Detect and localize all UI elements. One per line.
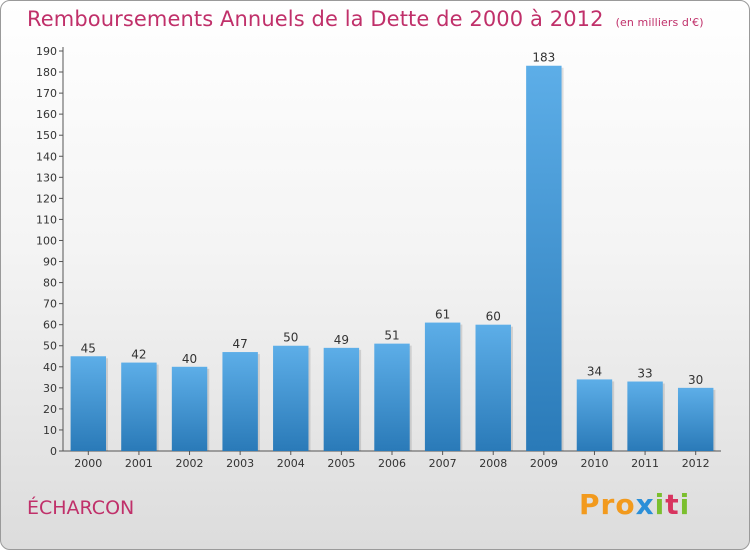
y-tick-label: 80 [43,277,57,290]
data-label: 51 [384,329,399,343]
y-tick-label: 160 [36,108,57,121]
bar-2008 [475,324,511,451]
x-tick-label: 2009 [530,457,558,470]
y-tick-label: 120 [36,192,57,205]
data-label: 47 [233,337,248,351]
logo-letter: P [579,488,601,521]
logo-letter: t [665,488,680,521]
logo-letter: r [600,488,616,521]
y-tick-label: 20 [43,403,57,416]
y-tick-label: 110 [36,213,57,226]
y-tick-label: 130 [36,171,57,184]
x-tick-label: 2007 [429,457,457,470]
x-tick-label: 2012 [682,457,710,470]
bar-2009 [526,65,562,451]
bar-2003 [222,352,258,451]
bar-2001 [121,362,157,451]
data-label: 50 [283,331,298,345]
y-tick-label: 190 [36,45,57,58]
x-tick-label: 2010 [580,457,608,470]
bar-2010 [576,379,613,451]
logo-letter: i [679,488,691,521]
data-label: 49 [334,333,349,347]
x-tick-label: 2001 [125,457,153,470]
logo-letter: o [615,488,636,521]
commune-name: ÉCHARCON [27,497,135,519]
bar-2004 [273,345,309,451]
y-tick-label: 70 [43,298,57,311]
x-tick-label: 2004 [277,457,305,470]
y-tick-label: 0 [50,445,57,458]
x-tick-label: 2005 [327,457,355,470]
y-tick-label: 150 [36,129,57,142]
x-tick-label: 2000 [74,457,102,470]
logo-letter: x [635,488,655,521]
chart-title: Remboursements Annuels de la Dette de 20… [27,7,704,31]
proxiti-logo: Proxiti [579,488,690,521]
y-tick-label: 10 [43,424,57,437]
y-tick-label: 140 [36,150,57,163]
data-label: 33 [637,367,652,381]
bar-2012 [677,387,714,451]
data-label: 183 [532,51,555,65]
data-label: 40 [182,352,197,366]
data-label: 61 [435,308,450,322]
x-tick-label: 2008 [479,457,507,470]
bar-2000 [70,356,107,451]
y-tick-label: 180 [36,66,57,79]
y-tick-label: 60 [43,319,57,332]
data-label: 34 [587,364,602,378]
bar-2011 [627,381,663,451]
data-label: 42 [131,348,146,362]
bar-2006 [374,343,410,451]
y-tick-label: 100 [36,234,57,247]
data-label: 45 [81,341,96,355]
data-label: 60 [486,310,501,324]
data-label: 30 [688,373,703,387]
x-tick-label: 2011 [631,457,659,470]
unit-label: (en milliers d'€) [615,16,704,29]
y-tick-label: 50 [43,340,57,353]
title-text: Remboursements Annuels de la Dette de 20… [27,7,604,31]
bar-2007 [424,322,461,451]
x-tick-label: 2003 [226,457,254,470]
y-tick-label: 30 [43,382,57,395]
x-tick-label: 2002 [176,457,204,470]
bar-2005 [323,347,360,451]
bar-2002 [171,366,208,451]
y-tick-label: 40 [43,361,57,374]
y-tick-label: 170 [36,87,57,100]
x-tick-label: 2006 [378,457,406,470]
y-tick-label: 90 [43,256,57,269]
logo-letter: i [654,488,666,521]
